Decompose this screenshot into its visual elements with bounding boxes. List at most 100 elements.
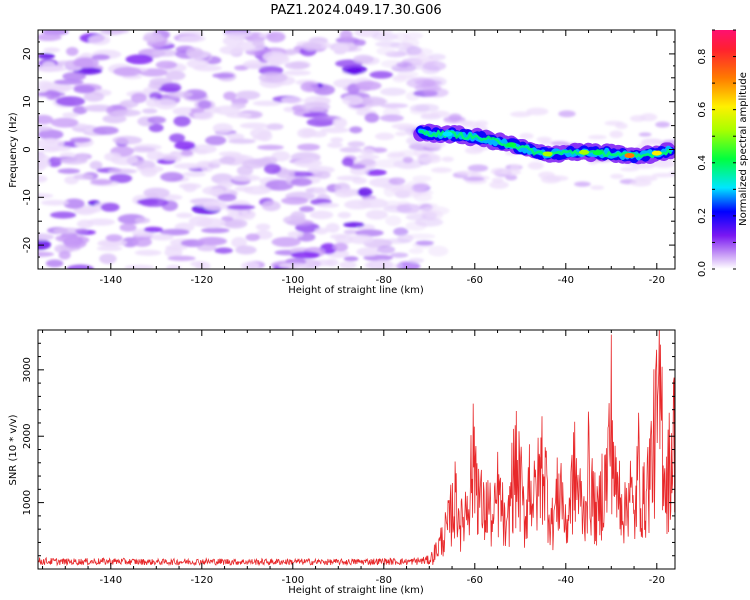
noise-blob	[236, 165, 254, 176]
noise-blob	[457, 120, 474, 125]
noise-blob	[415, 240, 434, 246]
noise-blob	[297, 143, 321, 151]
noise-blob	[50, 211, 77, 219]
noise-blob	[53, 227, 82, 235]
x-tick-label: -20	[649, 575, 665, 586]
noise-blob	[255, 223, 271, 231]
top-y-axis-label: Frequency (Hz)	[8, 112, 19, 188]
noise-blob	[587, 135, 607, 140]
noise-blob	[72, 105, 88, 115]
noise-blob	[300, 81, 319, 93]
noise-blob	[38, 33, 62, 41]
noise-blob	[590, 185, 605, 190]
noise-blob	[40, 199, 69, 206]
noise-blob	[615, 122, 628, 130]
noise-blob	[609, 130, 624, 139]
ridge-peak	[624, 153, 635, 159]
noise-blob	[397, 234, 414, 243]
noise-blob	[427, 154, 441, 160]
noise-blob	[391, 123, 416, 130]
noise-blob	[169, 133, 186, 143]
noise-blob	[75, 228, 89, 234]
noise-blob	[313, 187, 328, 195]
snr-line	[38, 330, 675, 567]
noise-blob	[197, 100, 212, 109]
noise-blob	[301, 127, 317, 138]
figure-title: PAZ1.2024.049.17.30.G06	[270, 3, 441, 18]
noise-blob	[66, 264, 94, 269]
noise-blob	[99, 253, 117, 265]
noise-blob	[212, 123, 233, 134]
noise-blob	[356, 247, 380, 257]
y-tick-label: 0	[22, 146, 33, 152]
noise-blob	[40, 146, 60, 153]
noise-blob	[527, 161, 544, 170]
noise-blob	[252, 100, 282, 107]
noise-blob	[38, 91, 66, 97]
noise-blob	[226, 204, 256, 210]
noise-blob	[441, 156, 454, 162]
x-tick-label: -140	[99, 275, 122, 286]
noise-blob	[147, 116, 167, 124]
noise-blob	[125, 54, 154, 65]
noise-blob	[652, 160, 675, 168]
noise-blob	[112, 135, 143, 145]
noise-blob	[374, 132, 395, 141]
noise-blob	[173, 115, 191, 127]
noise-blob	[46, 84, 75, 91]
noise-blob	[314, 227, 329, 235]
noise-blob	[630, 179, 652, 187]
noise-blob	[284, 61, 310, 70]
noise-blob	[142, 35, 166, 43]
noise-blob	[65, 46, 79, 56]
noise-blob	[38, 80, 52, 87]
x-tick-label: -80	[376, 275, 392, 286]
noise-blob	[390, 252, 409, 258]
noise-blob	[357, 187, 373, 197]
noise-blob	[396, 203, 421, 214]
noise-blob	[271, 237, 301, 247]
noise-blob	[335, 234, 354, 245]
noise-blob	[105, 234, 123, 242]
noise-blob	[193, 201, 223, 207]
colorbar-ticks: 0.0 0.2 0.4 0.6 0.8	[697, 29, 736, 277]
noise-blob	[359, 198, 389, 209]
noise-blob	[234, 186, 254, 192]
x-tick-label: -60	[467, 275, 483, 286]
noise-blob	[265, 123, 284, 131]
noise-blob	[212, 72, 235, 79]
noise-blob	[341, 157, 354, 167]
noise-blob	[225, 112, 252, 119]
noise-blob	[176, 212, 193, 219]
noise-blob	[38, 233, 55, 241]
noise-blob	[359, 158, 376, 166]
noise-blob	[352, 177, 367, 185]
noise-blob	[228, 138, 256, 144]
noise-blob	[332, 242, 349, 252]
noise-blob	[231, 174, 261, 182]
noise-blob	[343, 256, 359, 262]
noise-blob	[373, 159, 403, 169]
noise-blob	[397, 70, 419, 78]
noise-blob	[380, 87, 407, 96]
noise-blob	[307, 166, 335, 174]
colorbar-tick-label: 0.8	[697, 49, 708, 65]
noise-blob	[92, 126, 119, 135]
noise-blob	[356, 154, 380, 160]
noise-blob	[364, 112, 380, 123]
noise-blob	[415, 217, 444, 227]
noise-blob	[430, 110, 450, 118]
noise-blob	[158, 86, 180, 93]
x-tick-label: -100	[281, 575, 304, 586]
noise-blob	[422, 60, 447, 71]
noise-blob	[380, 103, 409, 109]
noise-blob	[38, 239, 52, 251]
noise-blob	[394, 131, 407, 137]
top-x-axis: -140 -120 -100 -80 -60 -40 -20	[42, 30, 665, 286]
noise-blob	[490, 167, 509, 175]
noise-blob	[629, 115, 647, 122]
noise-blob	[90, 178, 113, 185]
noise-blob	[327, 142, 343, 149]
noise-blob	[348, 234, 374, 245]
y-tick-label: -20	[22, 237, 33, 253]
